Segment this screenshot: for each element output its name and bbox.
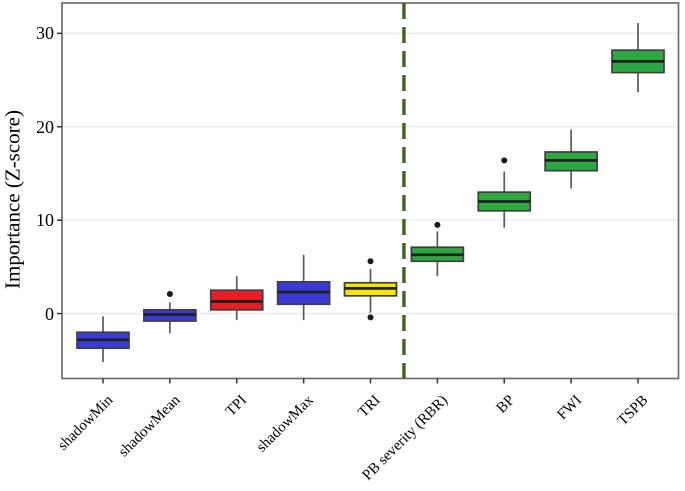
y-tick-label-10: 10	[36, 210, 54, 231]
y-tick-label-20: 20	[36, 116, 54, 137]
outlier-shadowMean	[166, 290, 173, 297]
box-TPI	[209, 289, 264, 311]
y-tick-label-0: 0	[45, 303, 54, 324]
outlier-PB severity (RBR)	[434, 221, 441, 228]
panel-border	[61, 2, 680, 380]
y-tick-label-30: 30	[36, 23, 54, 44]
outlier-TRI	[367, 314, 374, 321]
outlier-TRI	[367, 258, 374, 265]
outlier-BP	[501, 157, 508, 164]
